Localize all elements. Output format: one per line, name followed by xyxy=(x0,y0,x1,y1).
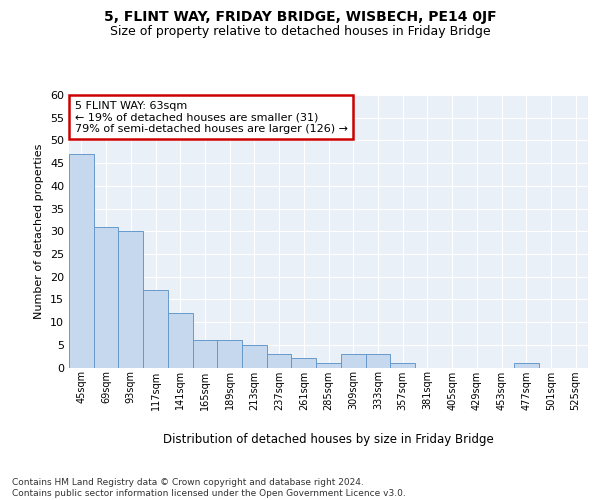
Bar xyxy=(267,354,292,368)
Bar xyxy=(514,363,539,368)
Bar xyxy=(365,354,390,368)
Text: 5 FLINT WAY: 63sqm
← 19% of detached houses are smaller (31)
79% of semi-detache: 5 FLINT WAY: 63sqm ← 19% of detached hou… xyxy=(74,100,347,134)
Bar xyxy=(143,290,168,368)
Bar xyxy=(118,231,143,368)
Text: Size of property relative to detached houses in Friday Bridge: Size of property relative to detached ho… xyxy=(110,25,490,38)
Text: Contains HM Land Registry data © Crown copyright and database right 2024.
Contai: Contains HM Land Registry data © Crown c… xyxy=(12,478,406,498)
Bar xyxy=(316,363,341,368)
Bar xyxy=(193,340,217,367)
Bar xyxy=(168,313,193,368)
Bar xyxy=(292,358,316,368)
Bar xyxy=(94,226,118,368)
Y-axis label: Number of detached properties: Number of detached properties xyxy=(34,144,44,319)
Text: 5, FLINT WAY, FRIDAY BRIDGE, WISBECH, PE14 0JF: 5, FLINT WAY, FRIDAY BRIDGE, WISBECH, PE… xyxy=(104,10,496,24)
Bar xyxy=(69,154,94,368)
Bar xyxy=(242,345,267,368)
Bar xyxy=(390,363,415,368)
Bar xyxy=(341,354,365,368)
Bar xyxy=(217,340,242,367)
Text: Distribution of detached houses by size in Friday Bridge: Distribution of detached houses by size … xyxy=(163,432,494,446)
